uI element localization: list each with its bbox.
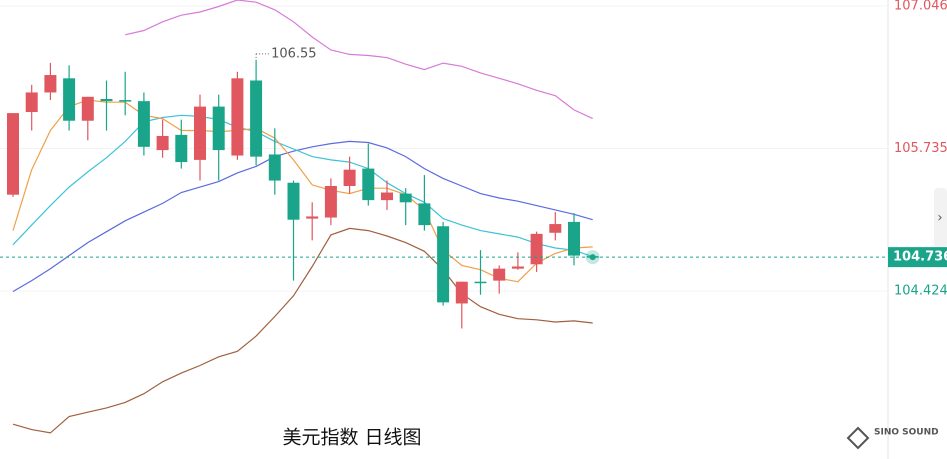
last-price-label: 104.736 — [893, 250, 947, 265]
candle-body — [418, 203, 431, 226]
y-tick-label: 107.046 — [894, 0, 947, 13]
y-tick-label: 104.424 — [894, 284, 947, 299]
candle-body — [493, 268, 506, 281]
candle-body — [44, 75, 57, 93]
watermark: SINO SOUND — [874, 428, 939, 438]
candle-body — [437, 226, 450, 303]
candle-body — [568, 221, 580, 256]
candle-body — [399, 193, 412, 203]
candle-body — [306, 216, 319, 219]
scroll-button[interactable]: › — [934, 188, 947, 248]
logo-icon — [846, 426, 870, 450]
candle-body — [362, 168, 375, 201]
candle-body — [194, 106, 206, 160]
indicator-line — [12, 140, 593, 293]
candle-body — [511, 266, 524, 269]
plot: 107.046 105.735 104.424 106.55 104.736 — [0, 0, 947, 434]
last-price-box — [888, 247, 947, 268]
candle-body — [549, 224, 562, 233]
candle-body — [530, 233, 543, 265]
candle-body — [63, 78, 76, 121]
candle-body — [287, 182, 300, 220]
candle-body — [119, 100, 132, 102]
candle-body — [268, 154, 281, 181]
candle-body — [455, 281, 468, 304]
candle-body — [137, 101, 150, 147]
candle-body — [231, 78, 244, 156]
indicator-line — [125, 0, 593, 120]
high-label: 106.55 — [271, 46, 317, 61]
candle-body — [25, 92, 38, 113]
candle-body — [175, 134, 188, 163]
y-tick-label: 105.735 — [894, 141, 947, 156]
candle-body — [343, 169, 356, 186]
candle-body — [100, 98, 113, 102]
watermark-logo: SINO SOUND — [846, 426, 939, 450]
scroll-arrow[interactable]: › — [937, 211, 942, 226]
candle-body — [156, 135, 169, 151]
chart-title: 美元指数 日线图 — [282, 427, 421, 449]
candle-body — [381, 192, 393, 201]
candle-body — [250, 80, 263, 157]
candle-body — [81, 96, 94, 121]
candle-body — [212, 106, 225, 151]
indicator-line — [12, 227, 593, 434]
indicator-line — [12, 114, 593, 258]
last-price-dot — [589, 254, 596, 261]
candle-body — [474, 281, 487, 284]
candle-body — [324, 185, 337, 218]
candle-body — [7, 113, 19, 195]
scroll-button-bg[interactable] — [934, 188, 947, 248]
